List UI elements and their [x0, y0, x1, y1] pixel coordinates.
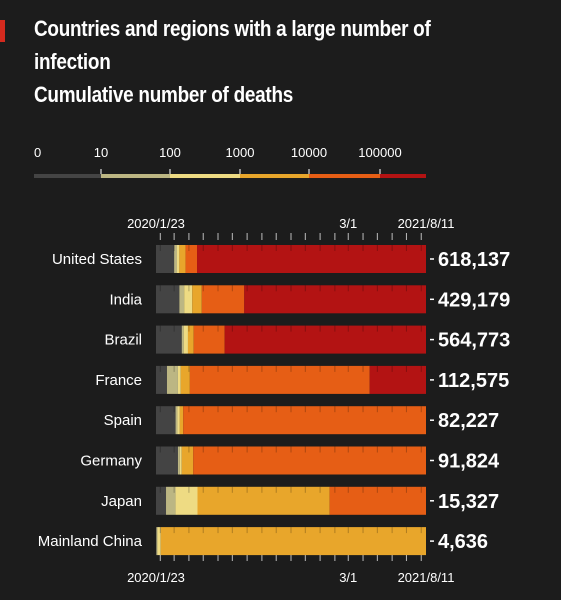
bar-segment-100000 — [244, 285, 426, 314]
bar-segment-0 — [156, 486, 167, 515]
death-count: 82,227 — [438, 410, 499, 432]
bar-segment-100 — [179, 446, 182, 475]
death-count: 15,327 — [438, 491, 499, 513]
x-axis-label-start-bottom: 2020/1/23 — [127, 570, 185, 585]
bar-segment-10 — [166, 365, 178, 394]
bar-segment-100 — [184, 285, 193, 314]
country-row-india: India 429,179 — [109, 285, 510, 314]
bar-segment-1000 — [179, 245, 186, 273]
x-axis-label-end-bottom: 2021/8/11 — [398, 570, 455, 585]
bar-segment-100 — [183, 325, 188, 354]
bar-segment-10000 — [201, 285, 245, 314]
country-row-united-states: United States 618,137 — [52, 245, 510, 273]
bar-segment-1000 — [179, 406, 184, 435]
title-line-1: Countries and regions with a large numbe… — [34, 16, 431, 41]
death-count: 112,575 — [438, 370, 509, 392]
country-label: Mainland China — [38, 533, 143, 550]
country-label: United States — [52, 251, 142, 268]
bar-segment-10 — [177, 446, 180, 475]
bar-segment-100 — [177, 365, 181, 394]
death-count: 429,179 — [438, 289, 510, 311]
bar-segment-10000 — [185, 245, 198, 273]
x-axis-label-start-top: 2020/1/23 — [127, 216, 185, 231]
bar-segment-0 — [156, 446, 178, 475]
country-row-france: France 112,575 — [95, 365, 509, 394]
x-axis-label-end-top: 2021/8/11 — [398, 216, 455, 231]
bar-segment-1000 — [181, 446, 194, 475]
bar-segment-10 — [179, 285, 185, 314]
bar-segment-100000 — [197, 245, 426, 273]
country-label: India — [109, 291, 142, 308]
bar-segment-1000 — [160, 527, 426, 556]
bar-segment-10000 — [189, 365, 370, 394]
country-row-spain: Spain 82,227 — [104, 406, 499, 435]
bar-segment-100000 — [224, 325, 426, 354]
bar-segment-10 — [174, 245, 177, 273]
country-label: Germany — [80, 453, 142, 470]
title-line-3: Cumulative number of deaths — [34, 82, 294, 107]
country-label: France — [95, 372, 142, 389]
country-row-brazil: Brazil 564,773 — [104, 325, 510, 354]
bar-segment-1000 — [187, 325, 194, 354]
country-row-mainland-china: Mainland China 4,636 — [38, 527, 488, 556]
bar-segment-10 — [156, 527, 158, 556]
bar-segment-0 — [156, 285, 180, 314]
death-count: 618,137 — [438, 249, 510, 271]
bar-segment-0 — [156, 245, 175, 273]
country-label: Japan — [101, 493, 142, 510]
bar-segment-100 — [157, 527, 161, 556]
bar-segment-100 — [176, 245, 180, 273]
country-label: Spain — [104, 412, 142, 429]
death-count: 564,773 — [438, 330, 510, 352]
death-count: 91,824 — [438, 451, 500, 473]
bar-segment-100 — [175, 486, 198, 515]
bar-segment-1000 — [180, 365, 190, 394]
bar-segment-10 — [166, 486, 176, 515]
title-line-2: infection — [34, 49, 111, 74]
bar-segment-0 — [156, 325, 182, 354]
bar-segment-10000 — [329, 486, 426, 515]
bar-segment-10000 — [193, 446, 426, 475]
x-axis-label-mid-bottom: 3/1 — [339, 570, 357, 585]
country-label: Brazil — [104, 332, 142, 349]
country-row-japan: Japan 15,327 — [101, 486, 499, 515]
bar-segment-1000 — [192, 285, 202, 314]
title-accent-bar — [0, 20, 5, 42]
country-row-germany: Germany 91,824 — [80, 446, 500, 475]
bar-segment-100000 — [369, 365, 426, 394]
death-count: 4,636 — [438, 531, 488, 553]
bar-segment-100 — [177, 406, 180, 435]
bar-segment-0 — [156, 406, 176, 435]
bar-segment-10 — [175, 406, 178, 435]
bar-segment-10000 — [193, 325, 225, 354]
bar-segment-10000 — [183, 406, 426, 435]
bar-segment-0 — [156, 365, 167, 394]
x-axis-label-mid-top: 3/1 — [339, 216, 357, 231]
bar-segment-1000 — [197, 486, 330, 515]
bar-segment-10 — [181, 325, 184, 354]
chart-title: Countries and regions with a large numbe… — [34, 12, 464, 111]
